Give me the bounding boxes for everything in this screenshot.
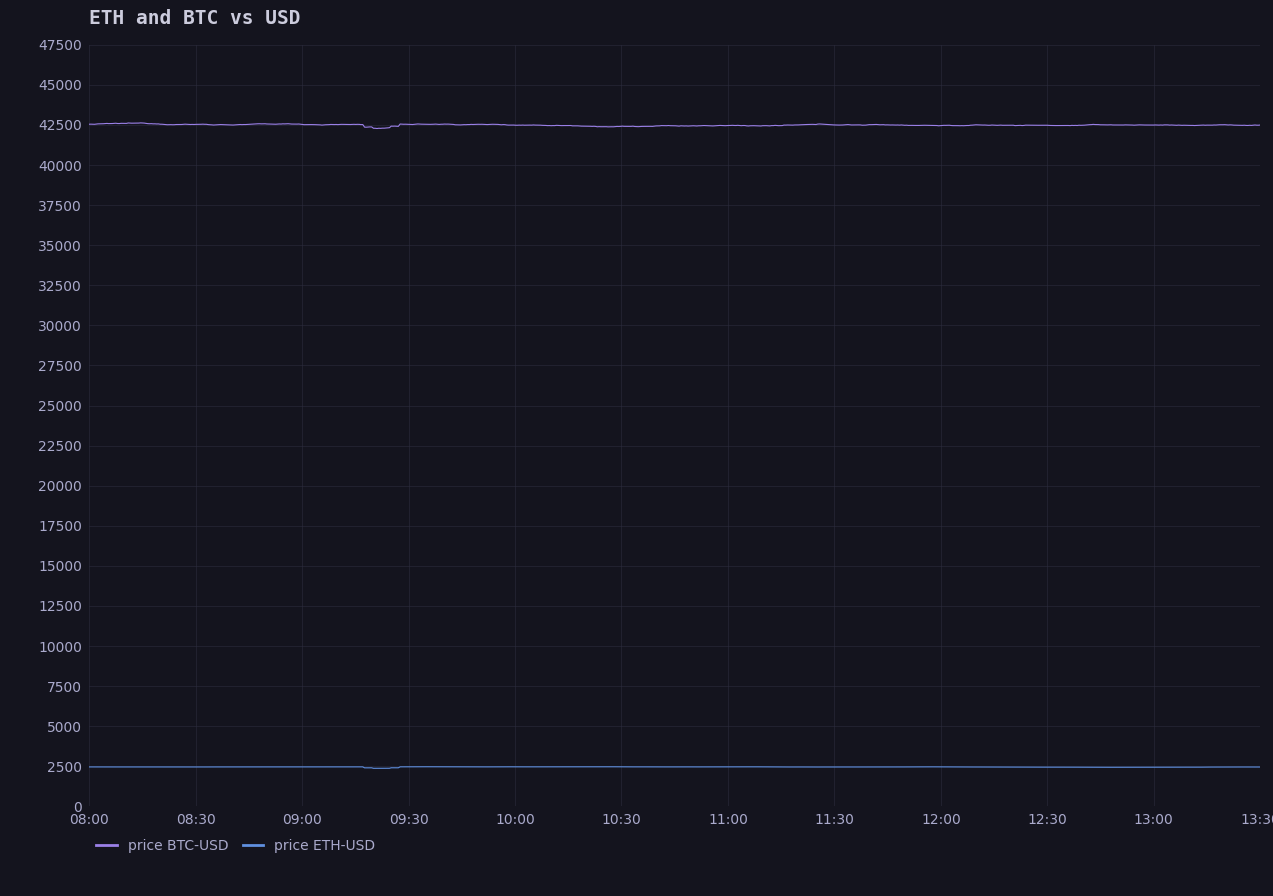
Legend: price BTC-USD, price ETH-USD: price BTC-USD, price ETH-USD [95,839,376,853]
price BTC-USD [132,117,148,128]
price BTC-USD [369,123,384,134]
price ETH-USD [368,762,383,773]
price BTC-USD [339,119,354,130]
price ETH-USD [1253,762,1268,772]
Line: price BTC-USD: price BTC-USD [89,123,1260,128]
Line: price ETH-USD: price ETH-USD [89,767,1260,768]
Text: ETH and BTC vs USD: ETH and BTC vs USD [89,9,300,28]
price ETH-USD [558,762,573,772]
price ETH-USD [112,762,127,772]
price BTC-USD [545,120,560,131]
price ETH-USD [372,762,387,773]
price BTC-USD [777,120,792,131]
price ETH-USD [337,762,353,772]
price BTC-USD [233,119,248,130]
price BTC-USD [112,118,127,129]
price ETH-USD [81,762,97,772]
price BTC-USD [1253,120,1268,131]
price ETH-USD [544,762,559,772]
price ETH-USD [777,762,792,772]
price ETH-USD [230,762,246,772]
price BTC-USD [81,119,97,130]
price BTC-USD [373,123,388,134]
